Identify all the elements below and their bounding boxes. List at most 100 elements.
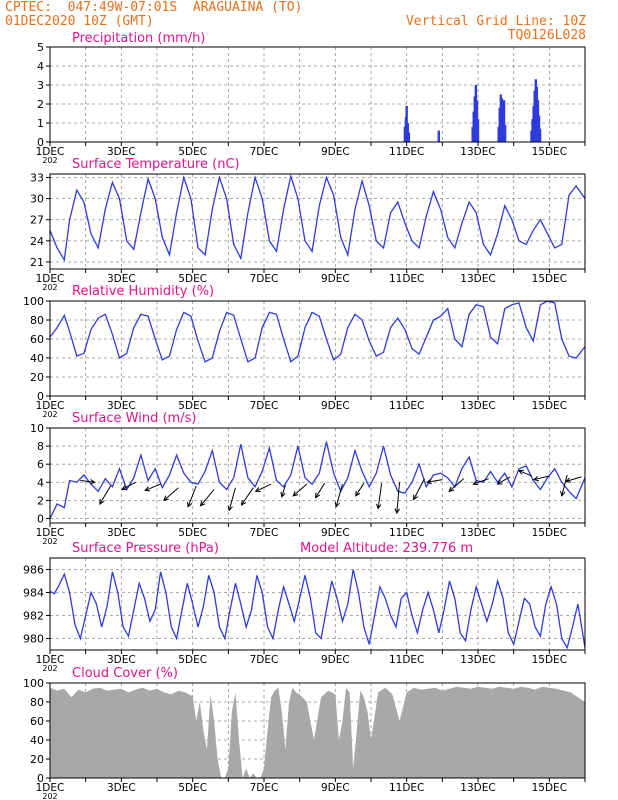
- x-tick-label: 9DEC: [321, 527, 350, 539]
- wind-arrowhead: [472, 480, 479, 486]
- series-line: [50, 174, 585, 262]
- x-tick-label: 7DEC: [250, 273, 279, 285]
- x-tick-label: 13DEC: [460, 527, 495, 539]
- x-tick-label: 1DEC: [36, 782, 65, 794]
- y-tick-label: 27: [30, 214, 44, 227]
- panel-3: 0 2 4 6 8 10 1DEC 3DEC 5DEC 7DEC 9DEC 11DEC 13DEC 15D…: [30, 411, 586, 546]
- x-tick-label: 13DEC: [460, 400, 495, 412]
- series-line: [50, 301, 585, 363]
- y-tick-label: 1: [37, 117, 44, 130]
- wind-vector: [241, 487, 254, 506]
- y-tick-label: 10: [30, 422, 44, 435]
- y-tick-label: 6: [37, 458, 44, 471]
- precip-bar: [437, 130, 440, 142]
- y-tick-label: 0: [37, 136, 44, 149]
- panel-2: 0 20 40 60 80 100 1DEC 3DEC 5DEC 7DEC 9DEC 11DEC 13D…: [23, 284, 586, 419]
- x-tick-label: 5DEC: [178, 146, 207, 158]
- x-tick-label: 13DEC: [460, 273, 495, 285]
- x-tick-label: 3DEC: [107, 146, 136, 158]
- x-tick-label: 1DEC: [36, 273, 65, 285]
- y-tick-label: 21: [30, 256, 44, 269]
- wind-arrowhead: [355, 490, 361, 497]
- wind-arrowhead: [280, 491, 286, 498]
- y-tick-label: 20: [30, 753, 44, 766]
- x-tick-label: 15DEC: [532, 273, 567, 285]
- y-tick-label: 20: [30, 371, 44, 384]
- wind-arrowhead: [334, 501, 340, 508]
- wind-vector: [448, 478, 465, 492]
- x-tick-label: 1DEC: [36, 146, 65, 158]
- wind-vector: [565, 476, 582, 482]
- run-date: 01DEC2020 10Z (GMT): [5, 14, 154, 29]
- y-tick-label: 60: [30, 333, 44, 346]
- wind-vector: [228, 487, 236, 511]
- y-tick-label: 60: [30, 715, 44, 728]
- panel-frame: [49, 300, 586, 397]
- wind-vector: [292, 483, 308, 497]
- x-tick-label: 1DEC: [36, 527, 65, 539]
- wind-arrowhead: [448, 486, 455, 493]
- x-tick-label: 3DEC: [107, 527, 136, 539]
- x-tick-label: 11DEC: [389, 273, 424, 285]
- x-tick-label: 7DEC: [250, 527, 279, 539]
- precip-bar: [538, 128, 542, 142]
- x-tick-label: 13DEC: [460, 782, 495, 794]
- panel-title: Relative Humidity (%): [72, 284, 214, 299]
- x-tick-label: 9DEC: [321, 782, 350, 794]
- y-tick-label: 2: [37, 494, 44, 507]
- wind-arrowhead: [89, 479, 96, 485]
- y-tick-label: 30: [30, 193, 44, 206]
- wind-vector: [163, 487, 179, 501]
- y-tick-label: 40: [30, 734, 44, 747]
- x-tick-label: 7DEC: [250, 782, 279, 794]
- panel-title: Surface Pressure (hPa): [72, 541, 219, 556]
- wind-arrowhead: [517, 469, 524, 475]
- station-line: CPTEC: 047:49W-07:01S ARAGUAINA (TO): [5, 0, 303, 15]
- y-tick-label: 2: [37, 98, 44, 111]
- y-tick-label: 33: [30, 172, 44, 185]
- x-tick-label: 5DEC: [178, 273, 207, 285]
- wind-vector: [518, 470, 532, 477]
- wind-vector: [473, 478, 489, 485]
- wind-vector: [99, 485, 112, 505]
- x-tick-label: 5DEC: [178, 782, 207, 794]
- y-tick-label: 984: [23, 587, 44, 600]
- series-line: [50, 569, 585, 650]
- x-tick-label: 13DEC: [460, 654, 495, 666]
- wind-vector: [413, 478, 425, 500]
- wind-arrowhead: [375, 503, 382, 510]
- panel-title: Precipitation (mm/h): [72, 31, 205, 46]
- panel-4: 980 982 984 986 1DEC 3DEC 5DEC 7DEC 9DEC 11DEC 13D…: [23, 541, 586, 673]
- x-tick-label: 7DEC: [250, 654, 279, 666]
- x-tick-label: 15DEC: [532, 400, 567, 412]
- y-tick-label: 5: [37, 41, 44, 54]
- wind-vector: [315, 482, 326, 498]
- x-tick-label: 15DEC: [532, 527, 567, 539]
- wind-arrowhead: [413, 494, 419, 501]
- wind-arrowhead: [254, 487, 261, 492]
- wind-arrowhead: [163, 495, 169, 502]
- y-tick-label: 3: [37, 79, 44, 92]
- x-tick-label: 11DEC: [389, 146, 424, 158]
- wind-vector: [80, 479, 95, 483]
- grid-note: Vertical Grid Line: 10Z: [405, 14, 586, 29]
- y-tick-label: 100: [23, 295, 44, 308]
- y-tick-label: 982: [23, 610, 44, 623]
- panel-frame: [49, 46, 586, 143]
- wind-vector: [377, 483, 383, 509]
- wind-vector: [426, 479, 443, 483]
- model-code: TQ0126L028: [507, 28, 586, 43]
- x-tick-label: 9DEC: [321, 654, 350, 666]
- y-tick-label: 100: [23, 677, 44, 690]
- series-line: [50, 441, 585, 519]
- x-tick-label: 1DEC: [36, 654, 65, 666]
- x-year-label: 202: [42, 283, 57, 292]
- precip-bar: [502, 100, 506, 142]
- y-tick-label: 80: [30, 314, 44, 327]
- wind-arrowhead: [99, 498, 105, 505]
- panel-title: Surface Temperature (nC): [72, 157, 240, 172]
- panel-1: 21 24 27 30 33 1DEC 3DEC 5DEC 7DEC 9DEC 11DEC 13DEC…: [30, 157, 586, 292]
- wind-arrowhead: [425, 478, 432, 485]
- x-tick-label: 3DEC: [107, 654, 136, 666]
- x-year-label: 202: [42, 410, 57, 419]
